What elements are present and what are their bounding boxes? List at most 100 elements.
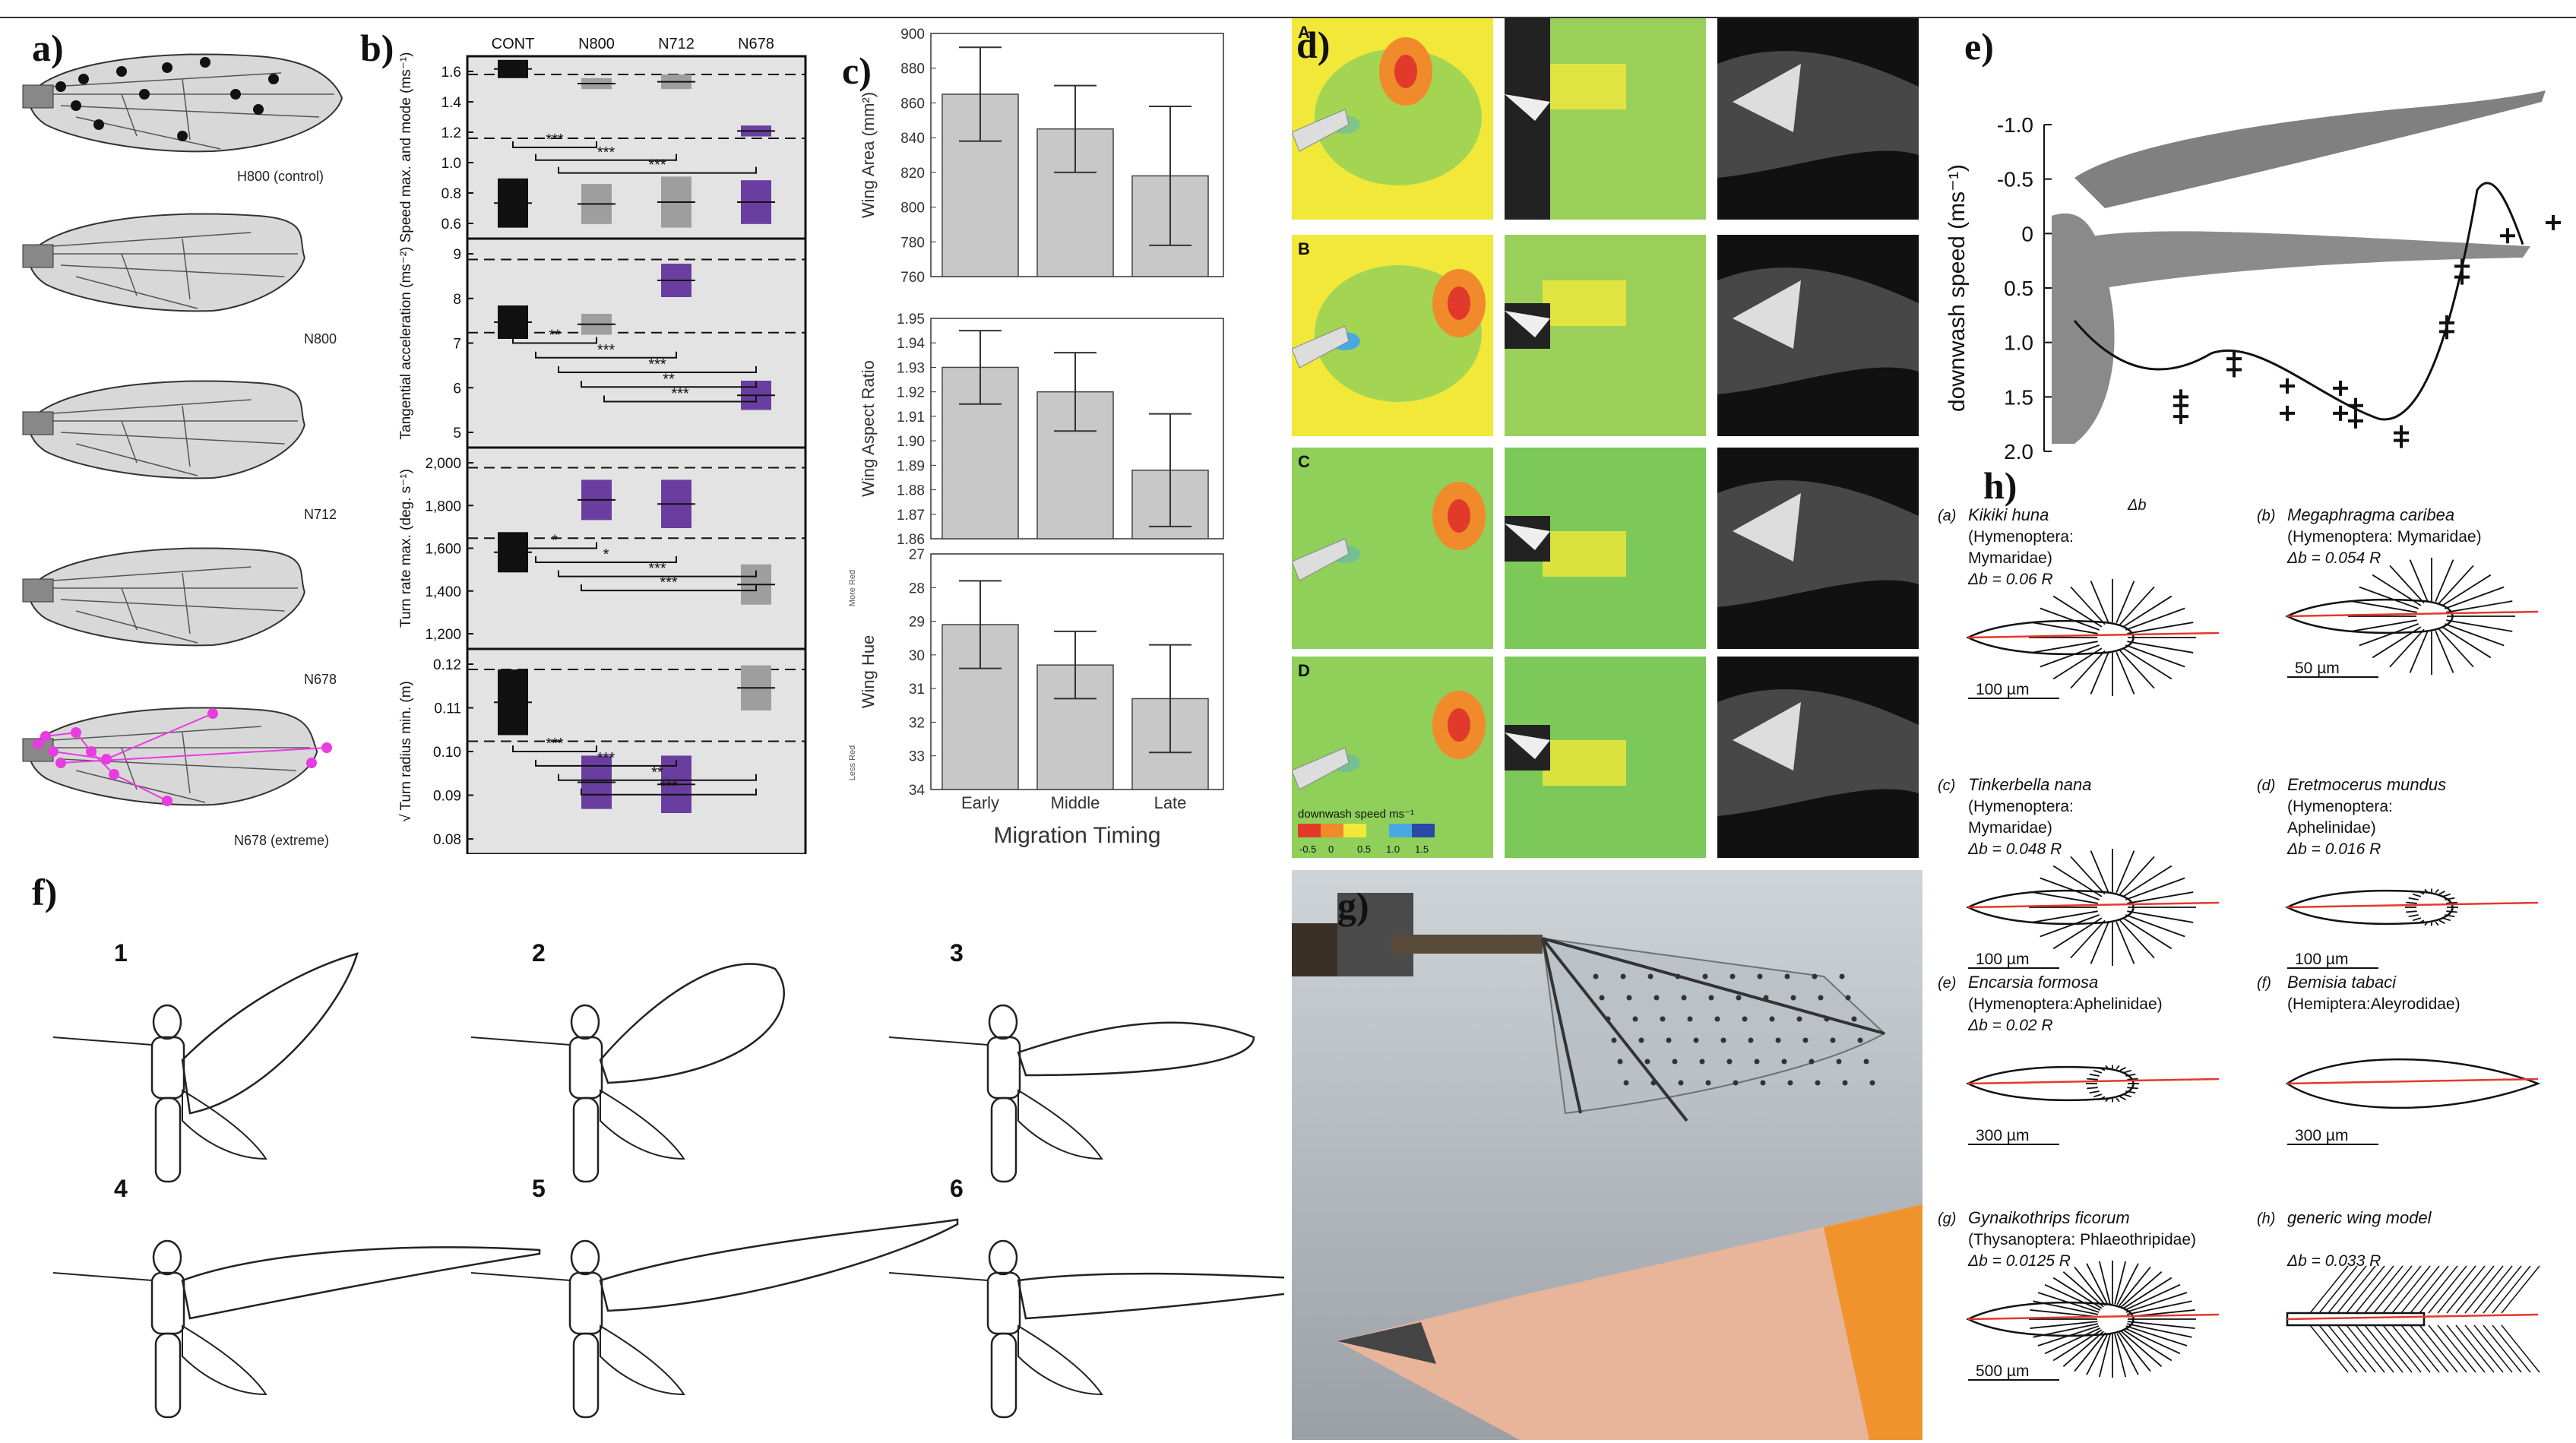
species-order: (Hymenoptera: (2287, 798, 2393, 815)
chord-line (2286, 901, 2539, 909)
sig-bracket (581, 381, 757, 388)
downwash-curve (2073, 182, 2524, 421)
sig-stars: *** (597, 144, 616, 161)
landmark-point-extreme (33, 739, 43, 749)
landmark-lines (45, 713, 328, 802)
tick-label: 5 (453, 426, 461, 441)
bristle (2455, 1324, 2495, 1373)
bristle (2410, 1265, 2449, 1314)
fly-abdomen (572, 1096, 600, 1183)
bristle (2086, 1263, 2109, 1305)
wing-caption-n800: N800 (304, 331, 337, 347)
bristle (2127, 641, 2194, 653)
tick-label: 1,400 (425, 584, 461, 600)
top-border (0, 17, 2576, 18)
data-marker (2348, 397, 2363, 413)
membrane-dot (1699, 1059, 1705, 1065)
sig-bracket (558, 366, 757, 373)
landmark-point (162, 62, 172, 73)
fly-thorax (150, 1036, 185, 1100)
view-number: 5 (532, 1175, 546, 1202)
bristle (2337, 1265, 2376, 1314)
delta-b: Δb = 0.06 R (1967, 571, 2053, 588)
membrane-dot (1681, 995, 1687, 1001)
hue-note-top: More Red (848, 570, 857, 606)
wing-outline (28, 547, 305, 647)
bristle (2424, 888, 2429, 894)
bristle (2119, 586, 2155, 625)
bristle (2446, 1265, 2486, 1314)
bristle (2364, 1324, 2404, 1373)
bristle (2125, 644, 2185, 668)
tick-label: 33 (909, 749, 925, 765)
membrane-dot (1693, 1037, 1699, 1043)
landmark-point (55, 81, 66, 92)
antenna-line (52, 1272, 153, 1281)
sig-bracket (581, 788, 757, 796)
wing-caption-n712: N712 (304, 507, 337, 522)
membrane-dot (1775, 1037, 1781, 1043)
item-tag: (g) (1938, 1210, 1956, 1227)
bristle (2446, 600, 2513, 613)
bristle (2125, 1073, 2136, 1077)
bristle (2410, 1324, 2449, 1373)
legend-swatch (1389, 824, 1412, 837)
panel-b-label: b) (360, 27, 394, 69)
row-letter: D (1298, 661, 1310, 680)
bristle (2408, 897, 2419, 900)
species-order: (Thysanoptera: Phlaeothripidae) (1968, 1231, 2196, 1248)
species-family: Mymaridae) (1968, 819, 2052, 837)
bristle (2127, 910, 2194, 923)
membrane-dot (1809, 1059, 1815, 1065)
y-axis-title: downwash speed (ms⁻¹) (1945, 164, 1970, 412)
panel-d-label: d) (1296, 24, 1331, 66)
tick-label: 30 (909, 648, 925, 664)
bristle (2127, 1087, 2138, 1090)
chord-line (2286, 1078, 2539, 1085)
sig-stars: *** (671, 386, 689, 403)
membrane-dot (1705, 1080, 1711, 1086)
bristle (2031, 891, 2098, 904)
bristle (2070, 919, 2106, 959)
fly-thorax (986, 1271, 1021, 1335)
data-marker (2333, 380, 2348, 396)
sig-bracket (512, 141, 597, 148)
bristle (2124, 1283, 2181, 1312)
membrane-dot (1736, 995, 1742, 1001)
category-label-early: Early (961, 793, 999, 812)
landmark-point (116, 66, 127, 77)
bristle (2309, 1265, 2349, 1314)
panel-e-chart: -1.0 -0.5 0 0.5 1.0 1.5 2.0 downwash speed (ms⁻… (1945, 90, 2561, 464)
sig-stars: ** (651, 764, 663, 781)
fly-head (988, 1239, 1018, 1276)
bristle (2119, 856, 2155, 895)
sig-bracket (535, 351, 677, 359)
bristle (2122, 917, 2173, 950)
sig-bracket (512, 337, 597, 344)
legend-swatch (1366, 824, 1389, 837)
bristle (2040, 607, 2100, 631)
vector-highlight (1543, 64, 1626, 109)
landmark-point-extreme (306, 758, 317, 768)
wing-veins (46, 566, 298, 644)
membrane-dot (1720, 1037, 1726, 1043)
tick-label: 0 (2021, 222, 2033, 245)
bristle (2437, 1265, 2476, 1314)
insect-vector (1505, 733, 1550, 759)
tick-label: 29 (909, 615, 925, 631)
sig-bracket (558, 774, 757, 781)
bristle (2119, 1266, 2151, 1306)
bristle (2355, 1265, 2394, 1314)
bristle-wing-b: (b) Megaphragma caribea (Hymenoptera: Myma… (2257, 505, 2539, 678)
membrane-dot (1845, 995, 1851, 1001)
bristle (2119, 1066, 2126, 1071)
bristle (2116, 651, 2135, 695)
sig-bracket (512, 542, 597, 549)
data-marker (2173, 409, 2188, 425)
tick-label: 1,800 (425, 498, 461, 514)
bristle (2328, 1265, 2367, 1314)
scale-label: 300 µm (1976, 1127, 2029, 1144)
chord-line (1967, 631, 2220, 639)
bristle (2492, 1265, 2531, 1314)
